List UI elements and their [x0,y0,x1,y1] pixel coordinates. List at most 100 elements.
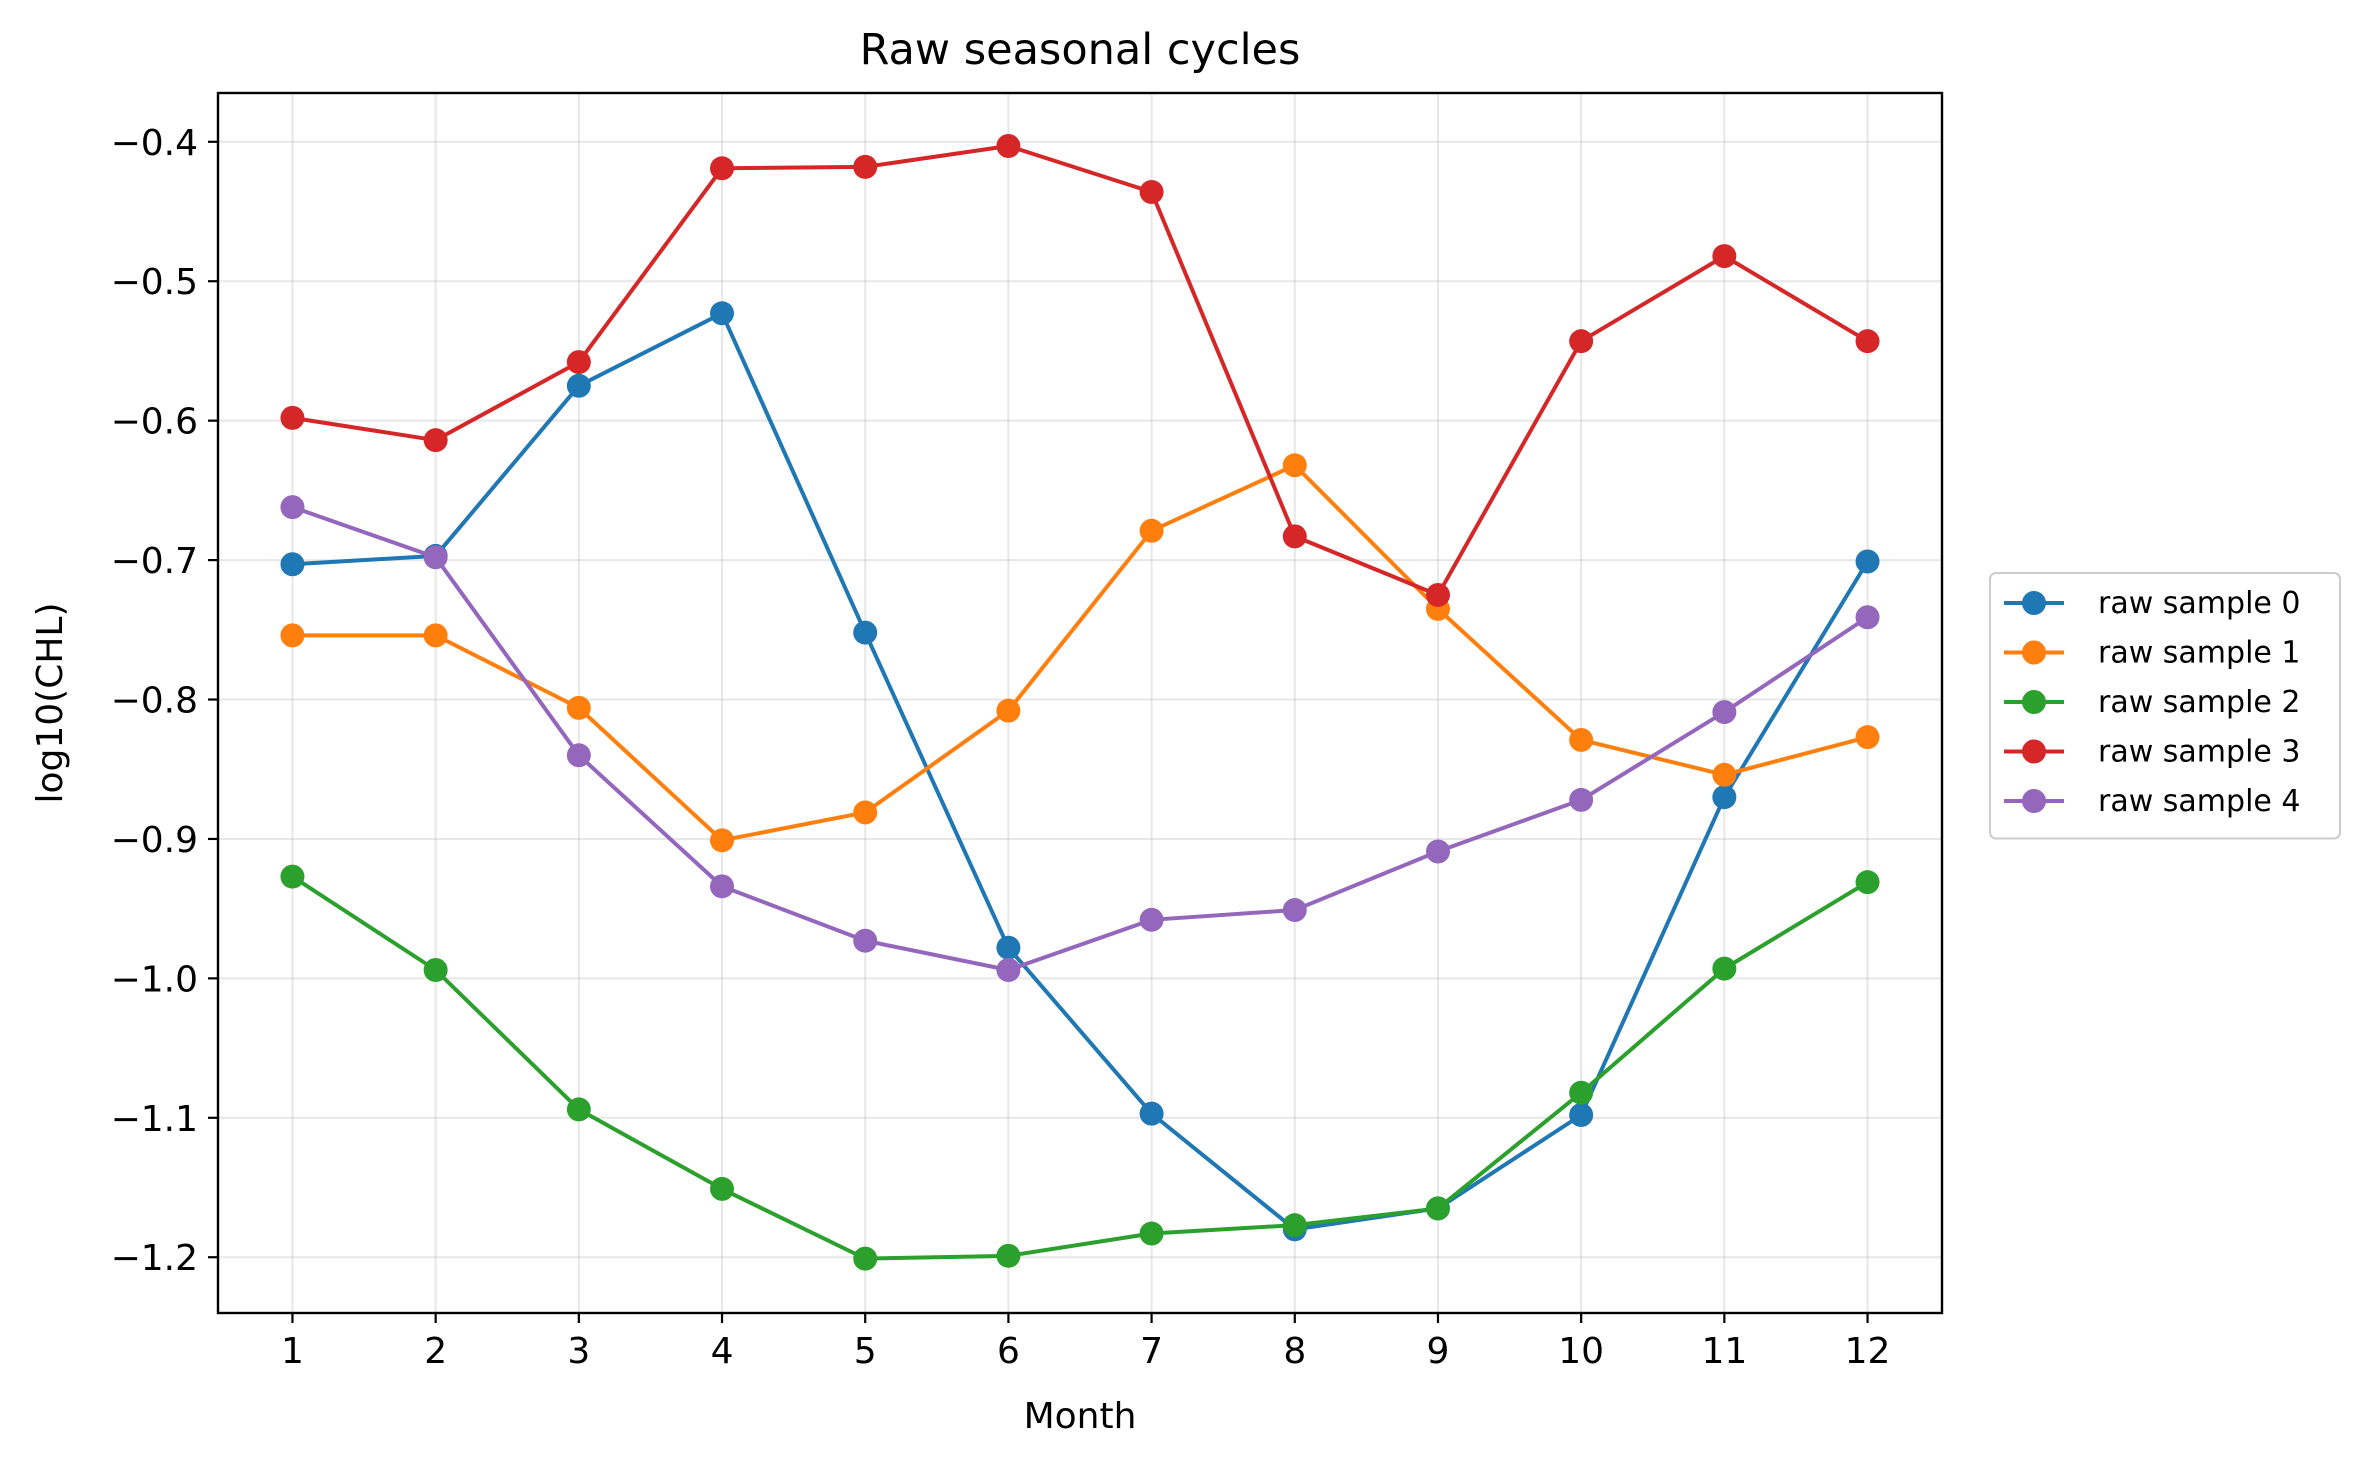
data-point [853,620,878,645]
series-3 [280,133,1880,607]
series-4 [280,495,1880,983]
y-tick-label: −0.7 [111,541,198,582]
legend-item: raw sample 0 [2004,586,2301,621]
x-tick-label: 5 [854,1331,877,1372]
data-point [566,695,591,720]
data-point [710,874,735,899]
x-tick-label: 12 [1845,1331,1891,1372]
data-point [1569,787,1594,812]
data-point [1282,453,1307,478]
data-point [1712,762,1737,787]
legend-box [1989,572,2341,840]
x-tick-label: 11 [1701,1331,1747,1372]
x-tick-label: 9 [1427,1331,1450,1372]
data-point [1569,1103,1594,1128]
legend-label: raw sample 1 [2098,636,2301,671]
legend-marker [2022,739,2046,764]
x-tick-label: 10 [1558,1331,1604,1372]
y-tick-label: −1.2 [111,1238,198,1279]
data-point [1139,1221,1164,1246]
data-point [710,828,735,853]
legend-label: raw sample 4 [2098,784,2301,819]
data-point [710,301,735,326]
data-point [710,156,735,181]
series-line [291,874,1869,1261]
series-layer [280,133,1880,1271]
y-tick-label: −0.6 [111,402,198,443]
data-point [423,428,448,453]
series-line [292,311,1870,1232]
data-point [1282,898,1307,923]
data-point [1712,956,1737,981]
y-tick-label: −0.9 [111,820,198,861]
data-point [1569,1080,1594,1105]
data-point [566,350,591,375]
data-point [996,133,1021,158]
plot-area-frame [216,91,1944,1315]
data-point [853,1246,878,1271]
data-point [566,1097,591,1122]
x-tick-label: 8 [1283,1331,1306,1372]
x-tick-label: 7 [1140,1331,1163,1372]
legend-item: raw sample 1 [2004,636,2301,671]
x-tick-label: 1 [281,1331,304,1372]
y-axis-title: log10(CHL) [30,602,71,803]
data-point [996,698,1021,723]
y-tick-label: −0.4 [111,123,198,164]
legend: raw sample 0 raw sample 1 raw sample 2 raw … [1989,572,2341,840]
data-point [996,1243,1021,1268]
data-point [1855,870,1880,895]
legend-marker [2022,789,2046,813]
data-point [996,958,1021,983]
y-tick-label: −0.8 [111,681,198,722]
series-line [292,143,1869,597]
legend-marker [2022,640,2046,665]
data-point [853,154,878,179]
data-point [1712,244,1737,269]
data-point [1425,582,1450,607]
legend-marker [2022,690,2046,714]
data-point [1282,524,1307,549]
legend-label: raw sample 2 [2098,685,2301,720]
data-point [1855,329,1880,354]
legend-label: raw sample 3 [2098,735,2301,770]
data-point [423,545,448,570]
legend-marker [2022,591,2046,615]
data-point [1139,1101,1164,1126]
data-point [1855,725,1880,750]
x-axis-title: Month [1024,1396,1137,1437]
data-point [280,495,305,520]
data-point [996,935,1021,960]
data-point [1425,839,1450,864]
legend-item: raw sample 2 [2004,685,2301,720]
data-point [1139,907,1164,932]
series-line [291,505,1869,973]
y-tick-label: −0.5 [111,262,198,303]
data-point [1712,700,1737,725]
data-point [1139,179,1164,204]
data-point [1282,1213,1307,1238]
x-tick-label: 3 [567,1331,590,1372]
data-point [1425,1196,1450,1221]
data-point [280,552,305,577]
data-point [1712,785,1737,810]
legend-label: raw sample 0 [2098,586,2301,621]
legend-item: raw sample 4 [2004,784,2301,819]
y-tick-label: −1.0 [111,959,198,1000]
x-tick-label: 6 [997,1331,1020,1372]
data-point [423,958,448,983]
data-point [280,405,305,430]
data-point [280,623,305,648]
legend-item: raw sample 3 [2004,735,2301,770]
data-point [853,928,878,953]
data-point [423,623,448,648]
x-tick-label: 4 [711,1331,734,1372]
axis-ticks: 1 2 3 4 5 6 7 8 9 10 11 12−1.2−1.1−1.0−0.9−0.8−0.7−… [111,123,1891,1372]
data-point [1569,727,1594,752]
y-tick-label: −1.1 [111,1099,198,1140]
data-point [280,864,305,889]
series-2 [280,864,1880,1271]
data-point [853,800,878,825]
